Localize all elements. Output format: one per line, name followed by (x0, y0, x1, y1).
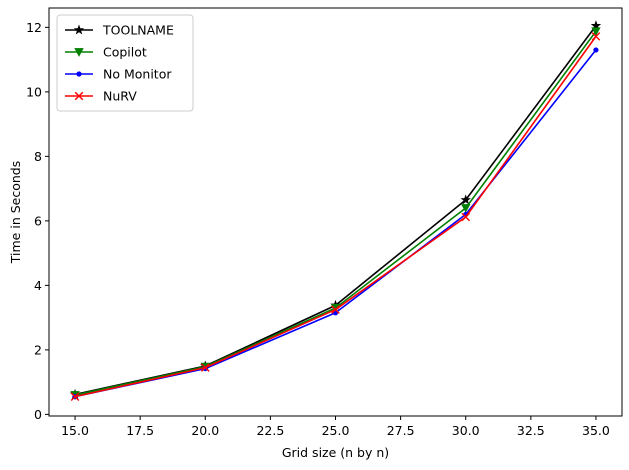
data-point-no-monitor (593, 47, 599, 53)
legend-item-toolname: TOOLNAME (65, 23, 174, 38)
legend-label: NuRV (103, 89, 137, 104)
data-point-nurv (591, 32, 601, 41)
data-point-nurv (70, 392, 80, 401)
x-tick-label: 20.0 (191, 423, 219, 438)
y-tick-label: 8 (34, 149, 42, 164)
plot-area (69, 20, 602, 401)
data-point-copilot (461, 204, 471, 213)
y-axis-label: Time in Seconds (8, 161, 23, 264)
x-tick-label: 32.5 (517, 423, 545, 438)
data-point-nurv (461, 212, 471, 222)
data-point-copilot (591, 27, 601, 37)
x-tick-label: 22.5 (256, 423, 284, 438)
legend-marker (73, 24, 85, 35)
x-tick-label: 35.0 (582, 423, 610, 438)
y-tick-label: 4 (34, 278, 42, 293)
data-point-nurv (200, 363, 210, 372)
x-tick-label: 27.5 (387, 423, 415, 438)
y-tick-label: 10 (26, 84, 42, 99)
legend: TOOLNAME Copilot No Monitor NuRV (56, 14, 194, 112)
x-tick-label: 25.0 (322, 423, 350, 438)
x-tick-label: 30.0 (452, 423, 480, 438)
y-tick-label: 12 (26, 20, 42, 35)
legend-item-copilot: Copilot (65, 45, 147, 60)
legend-label: TOOLNAME (102, 23, 174, 38)
legend-label: No Monitor (103, 67, 172, 82)
y-axis: 0 2 4 6 8 10 12 (26, 20, 49, 422)
x-tick-label: 17.5 (126, 423, 154, 438)
legend-label: Copilot (103, 45, 147, 60)
legend-marker (74, 48, 84, 57)
legend-box (56, 14, 194, 112)
legend-marker (74, 91, 84, 101)
y-tick-label: 2 (34, 342, 42, 357)
data-point-toolname (460, 194, 471, 205)
x-axis-label: Grid size (n by n) (282, 445, 389, 460)
y-tick-label: 0 (34, 407, 42, 422)
legend-marker (76, 71, 82, 77)
x-axis: 15.0 17.5 20.0 22.5 25.0 27.5 30.0 32.5 35.0 (61, 416, 610, 438)
series-nurv (70, 32, 601, 401)
x-tick-label: 15.0 (61, 423, 89, 438)
data-point-nurv (331, 305, 340, 314)
y-tick-label: 6 (34, 213, 42, 228)
legend-item-no-monitor: No Monitor (65, 67, 172, 82)
legend-item-nurv: NuRV (65, 89, 137, 104)
